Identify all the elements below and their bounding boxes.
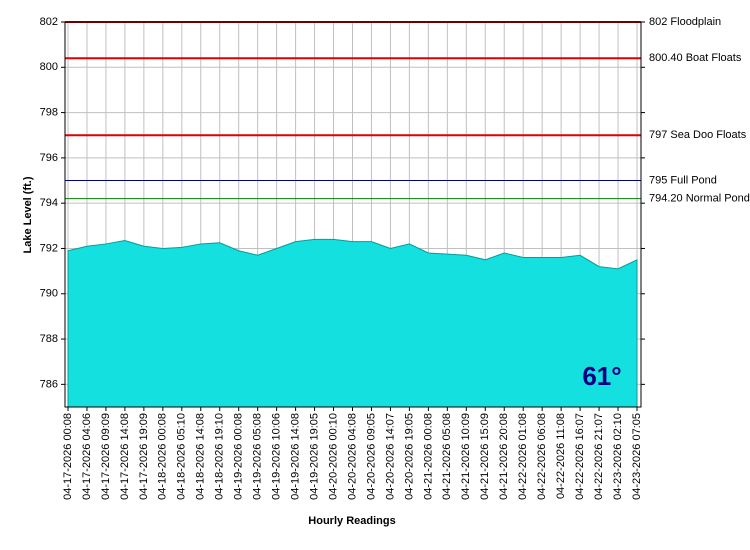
x-tick-label: 04-18-2026 00:08 — [157, 413, 169, 500]
reference-label: 800.40 Boat Floats — [649, 52, 742, 64]
x-tick-label: 04-19-2026 10:06 — [271, 413, 283, 500]
reference-label: 802 Floodplain — [649, 16, 721, 28]
x-tick-label: 04-21-2026 20:08 — [498, 413, 510, 500]
x-tick-label: 04-22-2026 06:08 — [536, 413, 548, 500]
x-tick-label: 04-20-2026 04:08 — [346, 413, 358, 500]
reference-label: 797 Sea Doo Floats — [649, 129, 747, 141]
x-tick-label: 04-18-2026 05:10 — [176, 413, 188, 500]
x-tick-label: 04-17-2026 00:08 — [62, 413, 74, 500]
y-tick-label: 800 — [40, 61, 58, 73]
x-tick-label: 04-22-2026 11:08 — [555, 413, 567, 499]
y-tick-label: 792 — [40, 242, 58, 254]
x-tick-label: 04-19-2026 05:08 — [252, 413, 264, 500]
y-tick-label: 786 — [40, 378, 58, 390]
y-tick-label: 802 — [40, 16, 58, 28]
x-tick-label: 04-17-2026 09:09 — [100, 413, 112, 500]
x-tick-label: 04-17-2026 14:08 — [119, 413, 131, 500]
x-tick-label: 04-17-2026 04:06 — [81, 413, 93, 500]
x-tick-label: 04-23-2026 07:05 — [631, 413, 643, 500]
badge-box — [577, 355, 627, 400]
x-tick-label: 04-22-2026 16:07 — [574, 413, 586, 500]
x-tick-label: 04-22-2026 01:08 — [517, 413, 529, 500]
reference-label: 794.20 Normal Pond — [649, 193, 750, 205]
x-tick-label: 04-17-2026 19:09 — [138, 413, 150, 500]
x-tick-label: 04-19-2026 14:08 — [290, 413, 302, 500]
x-tick-label: 04-20-2026 14:07 — [384, 413, 396, 500]
x-tick-label: 04-21-2026 05:08 — [441, 413, 453, 500]
y-tick-label: 788 — [40, 333, 58, 345]
x-tick-label: 04-20-2026 09:05 — [365, 413, 377, 500]
x-tick-label: 04-22-2026 21:07 — [593, 413, 605, 500]
x-tick-label: 04-21-2026 15:09 — [479, 413, 491, 500]
y-tick-label: 794 — [40, 197, 58, 209]
x-tick-label: 04-20-2026 19:05 — [403, 413, 415, 500]
temperature-badge: 61° — [582, 361, 621, 391]
x-tick-label: 04-23-2026 02:10 — [612, 413, 624, 500]
y-tick-label: 790 — [40, 288, 58, 300]
y-tick-label: 798 — [40, 106, 58, 118]
x-tick-label: 04-20-2026 00:10 — [327, 413, 339, 500]
x-tick-label: 04-21-2026 10:09 — [460, 413, 472, 500]
x-tick-label: 04-19-2026 00:08 — [233, 413, 245, 500]
x-tick-label: 04-21-2026 00:08 — [422, 413, 434, 500]
y-tick-label: 796 — [40, 152, 58, 164]
area — [67, 238, 638, 408]
reference-label: 795 Full Pond — [649, 174, 717, 186]
x-tick-label: 04-19-2026 19:05 — [308, 413, 320, 500]
x-tick-label: 04-18-2026 19:10 — [214, 413, 226, 500]
x-tick-label: 04-18-2026 14:08 — [195, 413, 207, 500]
x-axis-title: Hourly Readings — [308, 515, 395, 527]
y-axis-title: Lake Level (ft.) — [22, 176, 34, 253]
